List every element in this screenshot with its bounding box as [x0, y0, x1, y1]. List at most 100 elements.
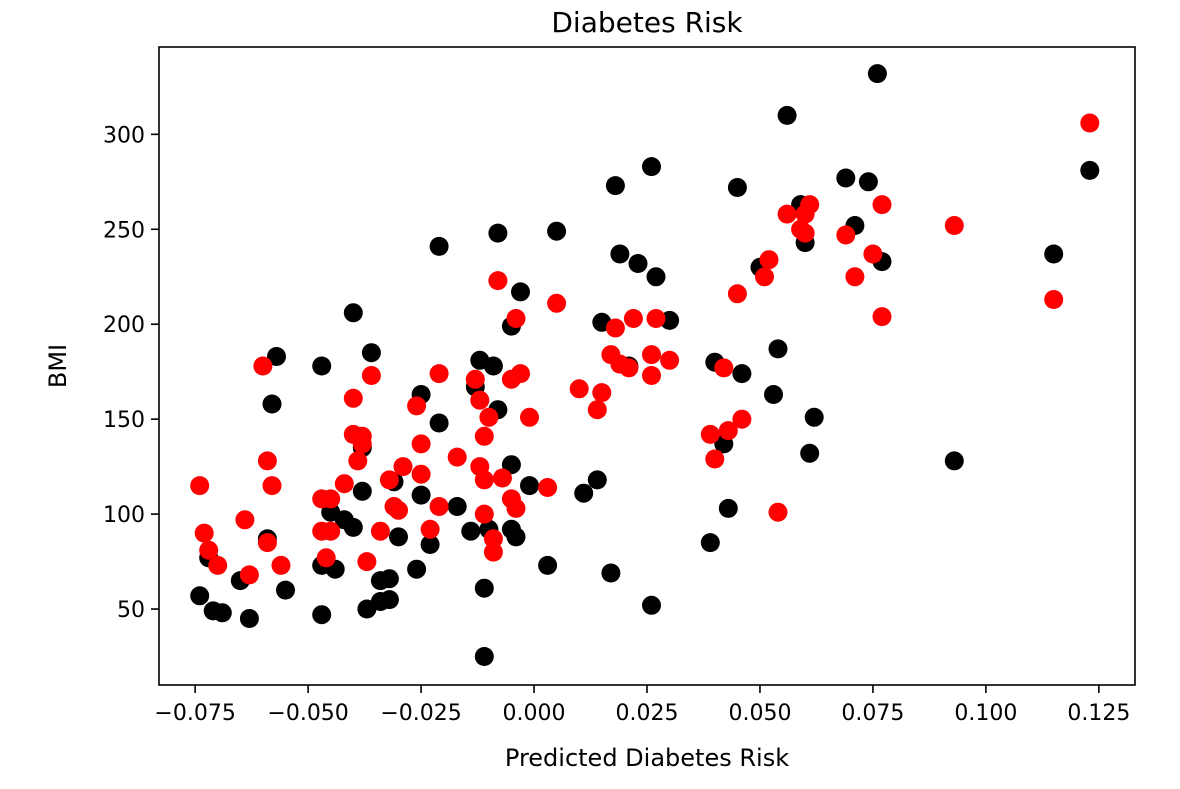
point-s1-69	[714, 358, 734, 378]
x-tick-label-8: 0.125	[1067, 701, 1130, 726]
y-tick-label-0: 50	[117, 598, 145, 623]
point-s1-15	[321, 489, 341, 509]
point-s1-22	[357, 552, 377, 572]
point-s1-63	[642, 345, 661, 365]
point-s1-44	[483, 542, 503, 562]
point-s1-80	[800, 195, 820, 215]
x-tick-label-7: 0.100	[954, 701, 1017, 726]
point-s1-66	[660, 350, 680, 370]
x-axis-label: Predicted Diabetes Risk	[505, 744, 789, 772]
point-s0-56	[605, 176, 625, 196]
point-s0-33	[429, 236, 449, 256]
point-s0-72	[768, 339, 788, 359]
point-s1-83	[863, 244, 883, 264]
x-tick-label-5: 0.050	[728, 701, 791, 726]
point-s0-16	[343, 303, 363, 323]
point-s0-59	[628, 254, 648, 273]
point-s1-61	[619, 358, 639, 378]
point-s1-76	[777, 204, 797, 224]
point-s1-59	[605, 318, 625, 338]
point-s1-16	[334, 474, 354, 494]
point-s0-27	[389, 527, 408, 547]
point-s0-5	[239, 609, 259, 628]
x-tick-label-4: 0.025	[616, 701, 679, 726]
point-s0-78	[836, 168, 856, 188]
point-s1-9	[262, 476, 282, 496]
point-s0-55	[601, 563, 621, 583]
point-s1-62	[623, 309, 643, 328]
point-s1-13	[316, 548, 336, 568]
chart-title: Diabetes Risk	[551, 6, 743, 39]
point-s0-25	[379, 590, 399, 610]
point-s0-49	[520, 476, 539, 496]
point-s1-49	[506, 309, 526, 328]
point-s1-87	[1044, 290, 1064, 309]
point-s1-19	[348, 451, 368, 471]
point-s0-12	[312, 605, 332, 625]
point-s0-73	[777, 105, 797, 125]
point-s0-10	[312, 356, 332, 376]
point-s1-57	[592, 383, 612, 403]
point-s0-57	[610, 244, 630, 264]
point-s1-68	[705, 449, 725, 469]
point-s1-72	[732, 409, 752, 429]
point-s0-84	[1044, 244, 1064, 264]
x-tick-label-1: −0.050	[267, 701, 348, 726]
point-s1-55	[569, 379, 589, 399]
point-s1-79	[795, 223, 815, 243]
point-s0-3	[212, 603, 232, 623]
point-s0-69	[732, 364, 752, 384]
point-s0-17	[343, 517, 363, 537]
point-s0-50	[538, 555, 558, 575]
point-s0-47	[506, 527, 526, 547]
y-tick-label-1: 100	[103, 503, 145, 528]
point-s0-62	[646, 267, 666, 287]
point-s1-6	[253, 356, 273, 376]
point-s0-41	[483, 356, 503, 376]
point-s1-46	[492, 468, 512, 488]
point-s0-42	[488, 223, 508, 243]
point-s1-42	[479, 407, 499, 427]
point-s1-75	[768, 502, 788, 522]
point-s0-60	[642, 157, 661, 177]
y-tick-label-5: 300	[103, 123, 145, 148]
point-s1-70	[718, 421, 738, 441]
point-s1-27	[389, 500, 408, 520]
y-tick-label-2: 150	[103, 408, 145, 433]
point-s0-8	[267, 347, 286, 366]
point-s1-1	[194, 523, 214, 543]
plot-frame	[158, 46, 1136, 686]
point-s1-34	[429, 497, 449, 516]
point-s1-25	[379, 470, 399, 490]
point-s1-29	[407, 396, 427, 416]
point-s0-53	[587, 470, 607, 490]
point-s1-81	[836, 225, 856, 245]
point-s1-45	[488, 271, 508, 291]
y-tick-label-4: 250	[103, 218, 145, 243]
point-s1-23	[361, 366, 381, 385]
y-axis-label: BMI	[44, 344, 72, 388]
y-tick-label-3: 200	[103, 313, 145, 338]
point-s0-77	[804, 407, 824, 427]
point-s0-61	[642, 595, 661, 615]
point-s1-84	[872, 195, 892, 215]
point-s1-54	[547, 293, 567, 313]
point-s1-53	[538, 478, 558, 497]
x-tick-label-2: −0.025	[380, 701, 461, 726]
point-s1-17	[343, 388, 363, 408]
point-s0-39	[474, 578, 494, 598]
point-s1-10	[271, 555, 291, 575]
point-s1-33	[429, 364, 449, 384]
point-s0-71	[764, 385, 783, 404]
point-s1-28	[393, 457, 413, 477]
point-s0-51	[547, 221, 567, 241]
point-s1-36	[465, 369, 485, 389]
point-s0-44	[501, 455, 521, 475]
point-s1-82	[845, 267, 865, 287]
point-s1-39	[474, 504, 494, 524]
point-s0-28	[407, 559, 427, 579]
point-s0-31	[420, 535, 440, 554]
point-s0-52	[574, 483, 594, 503]
x-tick-label-3: 0.000	[503, 701, 566, 726]
